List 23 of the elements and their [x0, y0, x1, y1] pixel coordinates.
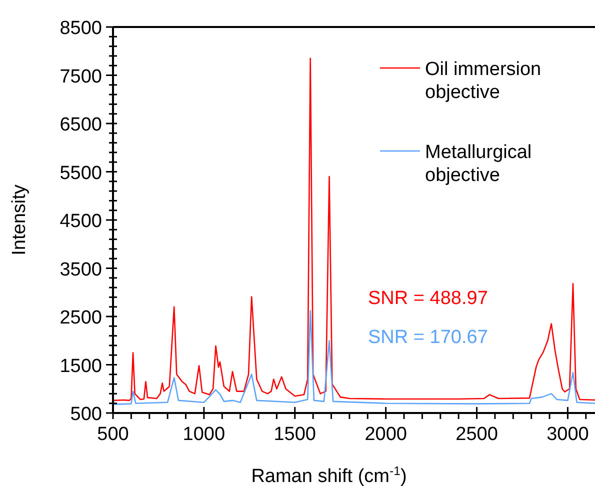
x-tick-label: 1000 [182, 424, 226, 445]
y-tick-label: 4500 [60, 211, 102, 232]
y-tick-label: 8500 [60, 18, 102, 39]
x-tick-label: 2000 [364, 424, 407, 445]
y-tick-label: 5500 [60, 162, 102, 184]
legend-label: Oil immersion objective [425, 59, 542, 103]
x-axis-title: Raman shift (cm$^{-1}$) [251, 464, 407, 486]
x-tick-label: 1500 [274, 424, 316, 445]
y-tick-label: 6500 [60, 114, 102, 136]
y-tick-label: 7500 [60, 66, 102, 88]
line-series [112, 310, 595, 405]
y-tick-label: 2500 [60, 308, 102, 328]
y-axis-title: Intensity [9, 184, 30, 256]
y-tick-label: 1500 [60, 356, 102, 377]
legend-label: Metallurgical objective [425, 142, 532, 186]
y-tick-label: 3500 [60, 259, 102, 280]
x-tick-label: 3000 [546, 424, 589, 445]
y-tick-label: 500 [70, 404, 102, 425]
x-tick-label: 2500 [456, 424, 498, 445]
x-tick-label: 500 [97, 424, 129, 445]
annotation: SNR = 170.67 [368, 327, 488, 348]
annotation: SNR = 488.97 [368, 288, 488, 309]
line-series [112, 58, 595, 402]
